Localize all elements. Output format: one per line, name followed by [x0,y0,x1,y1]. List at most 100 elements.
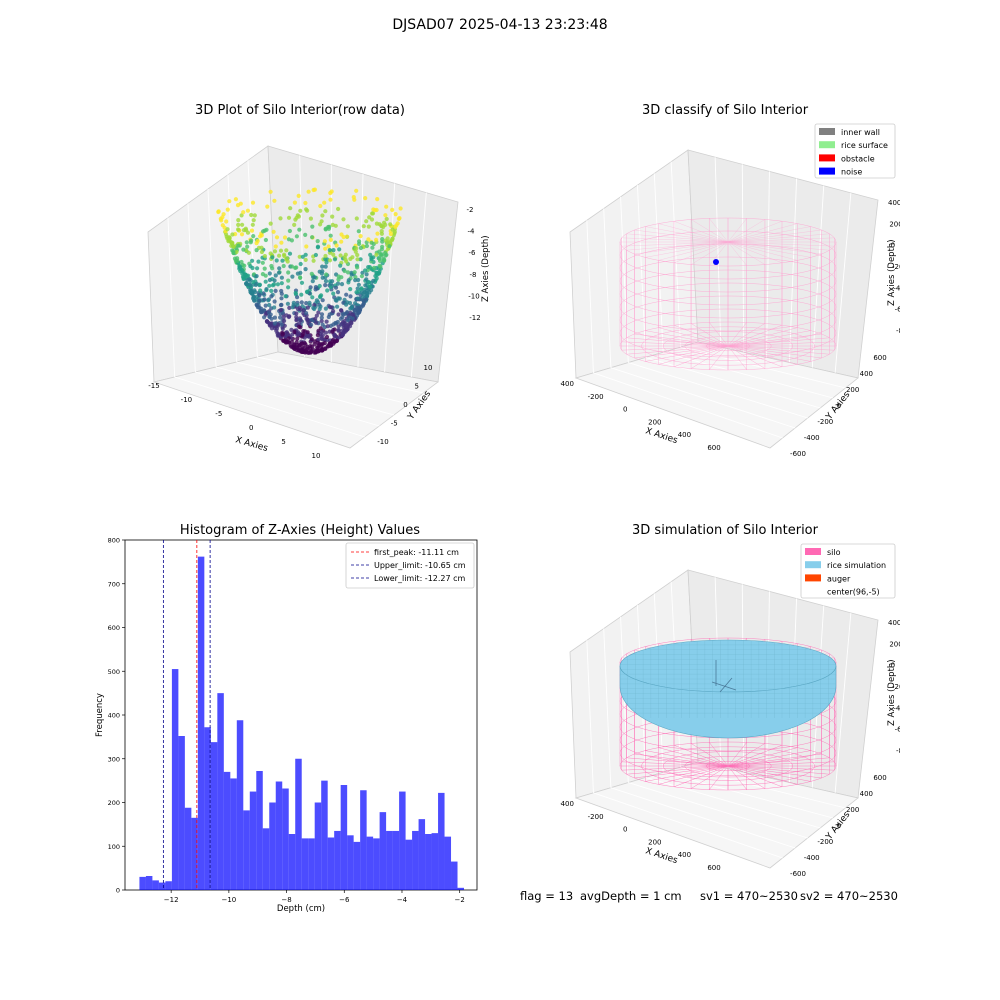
data-point [396,216,401,221]
data-point [364,277,369,282]
wire-spoke [727,345,822,359]
data-point [221,212,226,217]
raw-3d-plot: -15 -10 -5 0 5 10 10 5 0 -5 -10 -2 -4 -6 -8 -10 -12 X … [147,145,491,460]
data-point [250,222,255,227]
histogram-bar [373,838,380,891]
wire-spoke [673,324,729,347]
histogram-bar [191,817,198,890]
simulation-x-label: X Axies [644,846,679,866]
data-point [262,315,267,320]
data-point [308,285,313,290]
histogram-bar [139,876,146,891]
data-point [316,348,321,353]
y-tick-label: 200 [108,799,120,807]
wire-spoke [658,765,729,785]
histogram-bar [334,830,341,890]
data-point [335,304,340,309]
raw-z-ticks: -2 -4 -6 -8 -10 -12 [467,206,481,322]
data-point [270,283,275,288]
y-tick-label: 600 [108,624,120,632]
data-point [356,282,361,287]
legend-swatch [819,128,835,135]
data-point [345,310,350,315]
legend-label: Lower_limit: -12.27 cm [374,574,466,583]
z-tick-label: 200 [889,640,900,648]
data-point [270,266,275,271]
data-point [279,240,284,245]
data-point [361,302,366,307]
data-point [230,232,235,237]
data-point [309,349,314,354]
data-point [328,233,333,238]
data-point [316,310,321,315]
data-point [259,233,264,238]
data-point [309,322,314,327]
wire-ring [684,756,772,776]
histogram-bar [308,838,315,891]
data-point [284,339,289,344]
grid-line [593,792,783,859]
sv2-text: sv2 = 470~2530 [800,889,898,903]
wire-spoke [727,323,766,347]
data-point [288,206,293,211]
wire-spoke [626,757,729,767]
data-point [293,217,298,222]
grid-line [834,612,852,793]
data-point [299,349,304,354]
data-point [240,222,245,227]
data-point [344,328,349,333]
wire-spoke [634,229,729,243]
wire-ring [706,340,750,352]
data-point [286,270,291,275]
data-point [296,330,301,335]
wire-spoke [727,345,798,365]
auger-line [719,677,733,693]
histogram-bar [353,841,361,891]
data-point [319,318,324,324]
grid-line [236,361,409,405]
z-tick-label: -200 [892,263,900,271]
data-point [371,207,376,212]
x-tick-label: 10 [312,452,321,460]
wire-ring [641,326,815,366]
data-point [371,278,376,283]
x-tick-label: 600 [707,444,720,452]
data-point [383,222,388,227]
data-point [372,265,377,270]
wire-spoke [727,333,822,347]
data-point [278,308,283,313]
wire-spoke [727,233,830,243]
y-tick-label: 300 [108,755,120,763]
data-point [312,275,317,280]
z-tick-label: 200 [889,220,900,228]
data-point [359,274,364,279]
legend-label: noise [841,168,862,177]
data-point [267,277,272,283]
data-point [297,254,302,259]
data-point [363,297,369,302]
data-point [331,252,336,257]
x-tick-label: 0 [249,424,253,432]
data-point [358,234,363,239]
data-point [357,239,362,244]
y-tick-label: -10 [377,438,388,446]
data-point [275,282,280,287]
data-point [336,206,341,212]
z-tick-label: 400 [888,199,900,207]
data-point [282,235,288,240]
data-point [310,224,315,229]
data-point [313,316,318,321]
histogram-bar [431,833,439,891]
data-point [323,264,328,269]
data-point [278,303,284,308]
data-point [299,292,304,297]
data-point [294,318,299,323]
wire-spoke [727,322,747,347]
data-point [280,258,285,263]
data-point [366,280,372,285]
legend-label: obstacle [841,154,875,163]
data-point [301,329,306,334]
data-point [323,253,328,259]
data-point [295,213,300,218]
histogram-bar [236,720,244,890]
